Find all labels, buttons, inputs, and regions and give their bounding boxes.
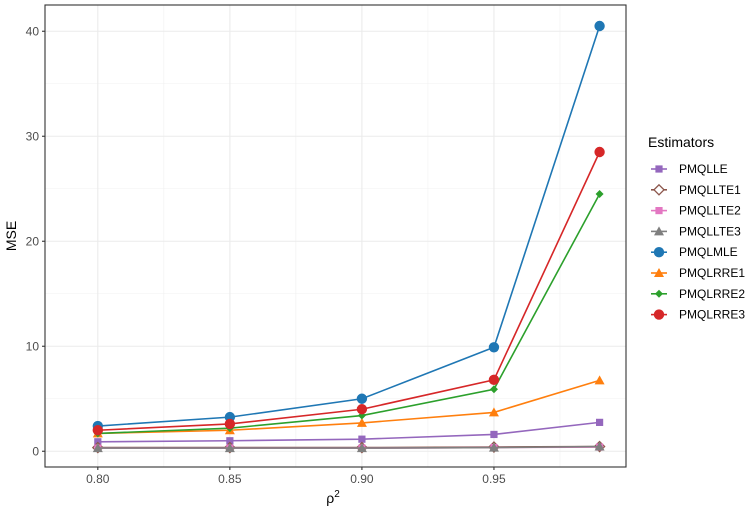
legend-marker-pmqllte3 [654,226,664,236]
x-axis-title-base: ρ [326,490,334,506]
legend-marker-pmqlrre2 [655,289,663,298]
y-axis-title: MSE [3,221,19,251]
legend-label-pmqlrre1: PMQLRRE1 [679,266,745,280]
legend-marker-pmqllte1 [653,183,665,196]
y-tick-label: 40 [26,24,40,38]
legend-item-pmqlmle: PMQLMLE [651,245,738,259]
x-axis-title: ρ2 [326,489,340,506]
plot-border [44,4,627,468]
legend-item-pmqlle: PMQLLE [651,162,728,176]
x-tick-label: 0.95 [482,472,506,486]
y-tick-label: 0 [32,444,39,458]
legend-label-pmqlle: PMQLLE [679,162,728,176]
data-point-pmqlrre2 [595,190,604,198]
legend-item-pmqlrre2: PMQLRRE2 [651,287,745,301]
legend-label-pmqllte1: PMQLLTE1 [679,183,741,197]
data-point-pmqlrre3 [356,404,368,415]
x-axis: 0.80 0.85 0.90 0.95 [86,467,506,486]
data-point-pmqlle [358,435,366,443]
series-pmqllte3 [92,441,605,453]
legend-item-pmqllte1: PMQLLTE1 [651,183,741,197]
data-point-pmqlle [226,437,234,445]
series-pmqlrre3 [92,146,605,436]
legend-label-pmqlmle: PMQLMLE [679,245,738,259]
data-point-pmqlrre1 [488,407,499,417]
data-point-pmqllte3 [356,443,367,453]
plot-background [45,5,626,467]
legend-label-pmqllte2: PMQLLTE2 [679,204,741,218]
data-point-pmqlrre3 [594,146,605,158]
y-axis: 0 10 20 30 40 [26,24,45,458]
legend-marker-pmqlmle [653,247,665,258]
data-point-pmqlrre1 [356,417,367,427]
legend-label-pmqlrre2: PMQLRRE2 [679,287,745,301]
data-point-pmqlrre3 [92,425,104,436]
legend-item-pmqlrre1: PMQLRRE1 [651,266,745,280]
legend-item-pmqllte2: PMQLLTE2 [651,204,741,218]
legend-marker-pmqlrre1 [654,268,664,277]
x-axis-title-superscript: 2 [334,489,340,500]
data-point-pmqllte3 [488,442,499,452]
series-pmqlrre1 [92,375,605,438]
data-point-pmqlmle [594,20,605,32]
x-tick-label: 0.90 [350,472,374,486]
data-point-pmqllte3 [594,441,605,451]
x-tick-label: 0.80 [86,472,110,486]
legend-label-pmqlrre3: PMQLRRE3 [679,308,745,322]
y-tick-label: 20 [26,234,40,248]
data-point-pmqllte3 [92,443,103,453]
legend-item-pmqllte3: PMQLLTE3 [651,224,741,238]
data-point-pmqlrre2 [489,385,498,394]
data-point-pmqlmle [356,393,368,404]
legend-label-pmqllte3: PMQLLTE3 [679,224,741,238]
data-point-pmqlle [490,430,498,439]
data-point-pmqlmle [488,342,500,353]
data-point-pmqlrre1 [594,375,605,385]
y-tick-label: 30 [26,129,40,143]
series-layer [91,20,606,454]
data-point-pmqlrre3 [488,374,500,386]
legend: Estimators PMQLLE PMQLLTE1 PMQLLTE2 PMQLLTE… [648,134,745,322]
data-point-pmqlrre3 [224,418,236,430]
legend-title: Estimators [648,134,714,150]
grid [45,5,626,467]
legend-marker-pmqlrre3 [653,309,665,320]
legend-marker-pmqllte2 [655,207,663,215]
x-tick-label: 0.85 [218,472,242,486]
data-point-pmqllte3 [224,443,235,453]
y-tick-label: 10 [26,339,40,353]
data-point-pmqlle [595,418,604,426]
legend-item-pmqlrre3: PMQLRRE3 [651,308,745,322]
legend-marker-pmqlle [655,165,663,173]
